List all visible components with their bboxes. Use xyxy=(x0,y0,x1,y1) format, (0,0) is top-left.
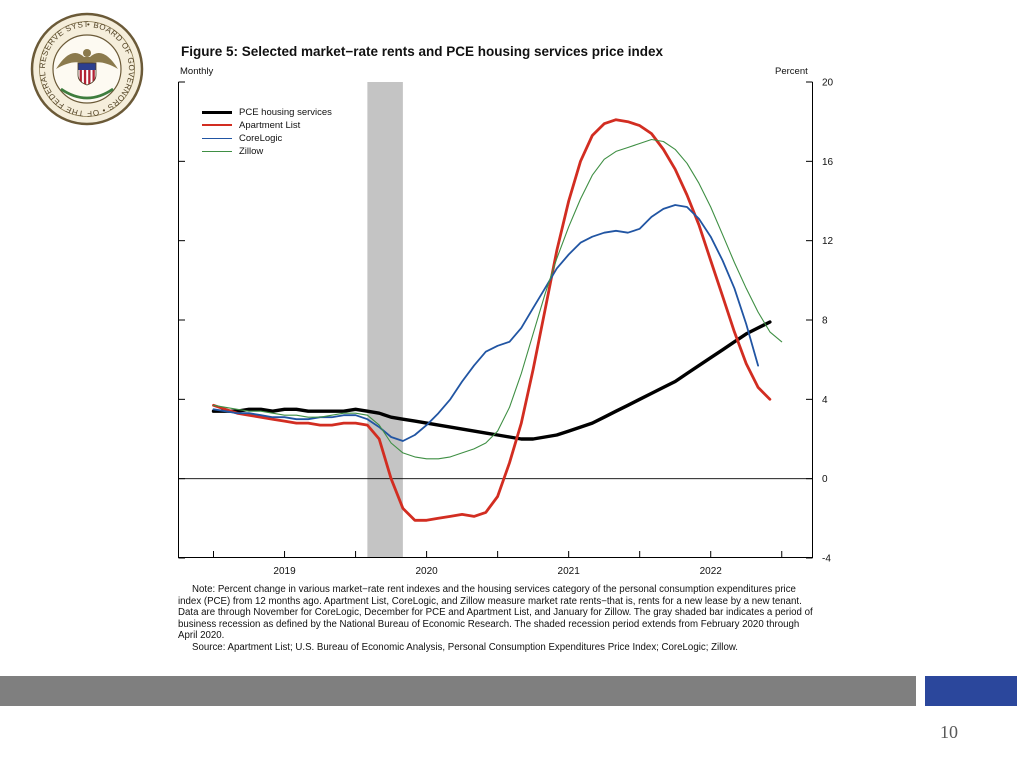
eagle-emblem xyxy=(56,49,118,100)
y-tick-label: 20 xyxy=(822,78,834,89)
x-tick-label: 2022 xyxy=(700,566,723,577)
legend-label-zillow: Zillow xyxy=(239,145,264,157)
shield xyxy=(78,63,96,85)
seal-inner-ring-line xyxy=(39,21,135,117)
y-tick-label: 12 xyxy=(822,236,834,247)
x-tick-label: 2021 xyxy=(558,566,581,577)
y-tick-label: 0 xyxy=(822,474,828,485)
page-number: 10 xyxy=(940,722,958,742)
series-line-apartment-list xyxy=(212,118,772,522)
figure-notes: Note: Percent change in various market−r… xyxy=(178,584,818,654)
y-tick-label: 8 xyxy=(822,316,828,327)
legend-item-pce: PCE housing services xyxy=(202,106,332,118)
shield-outline xyxy=(77,62,97,86)
series-line-zillow xyxy=(212,138,783,460)
eagle-head xyxy=(83,49,91,57)
series-line-pce-housing-services xyxy=(211,320,772,441)
laurel-wreath xyxy=(60,87,114,100)
legend-item-corelogic: CoreLogic xyxy=(202,132,332,144)
legend-swatch-corelogic xyxy=(202,137,232,139)
frequency-label: Monthly xyxy=(180,66,214,77)
note-text: Note: Percent change in various market−r… xyxy=(178,584,813,642)
chart-area: Monthly Percent -4 0 4 8 12 16 20 2019 2020 2021 2… xyxy=(178,66,878,596)
eagle-wings xyxy=(56,53,118,69)
y-tick-label: 4 xyxy=(822,395,828,406)
series-line-corelogic xyxy=(212,204,759,442)
legend-label-apartment-list: Apartment List xyxy=(239,119,301,131)
y-tick-label: -4 xyxy=(822,554,831,565)
footer-gray-bar xyxy=(0,676,916,706)
recession-band xyxy=(367,82,403,558)
figure-title: Figure 5: Selected market−rate rents and… xyxy=(181,44,664,59)
units-label: Percent xyxy=(775,66,808,77)
legend-item-zillow: Zillow xyxy=(202,145,332,157)
legend-swatch-zillow xyxy=(202,150,232,152)
legend-item-apartment-list: Apartment List xyxy=(202,119,332,131)
chart-legend: PCE housing services Apartment List Core… xyxy=(202,106,332,158)
x-tick-label: 2020 xyxy=(415,566,438,577)
legend-label-pce: PCE housing services xyxy=(239,106,332,118)
chart-svg: -4 0 4 8 12 16 20 2019 2020 2021 2022 xyxy=(178,78,834,577)
x-tick-label: 2019 xyxy=(273,566,296,577)
legend-swatch-apartment-list xyxy=(202,124,232,126)
source-text: Source: Apartment List; U.S. Bureau of E… xyxy=(192,641,738,653)
legend-label-corelogic: CoreLogic xyxy=(239,132,283,144)
federal-reserve-seal: • BOARD OF GOVERNORS • OF THE FEDERAL RE… xyxy=(30,12,144,126)
legend-swatch-pce xyxy=(202,110,232,114)
footer-blue-accent xyxy=(925,676,1017,706)
y-tick-label: 16 xyxy=(822,157,834,168)
